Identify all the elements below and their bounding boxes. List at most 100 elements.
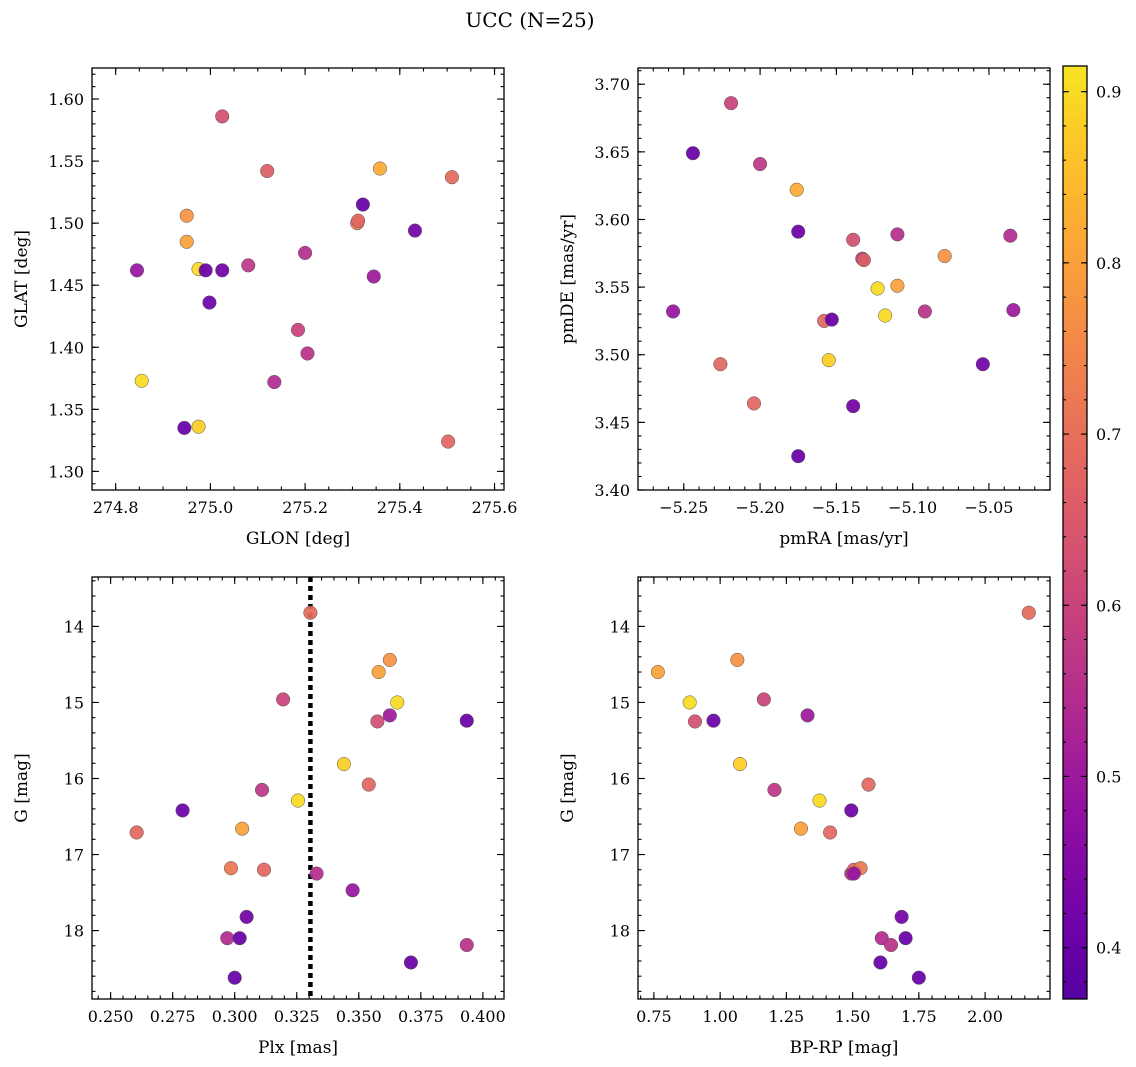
scatter-point xyxy=(753,156,768,172)
scatter-point xyxy=(267,374,282,390)
scatter-point xyxy=(890,278,905,293)
scatter-point xyxy=(345,883,360,898)
y-tick-label: 1.55 xyxy=(48,152,84,171)
y-tick-label: 1.60 xyxy=(48,90,84,109)
scatter-point xyxy=(666,304,681,319)
scatter-point xyxy=(129,825,144,840)
y-tick-label: 15 xyxy=(610,693,630,712)
scatter-point xyxy=(1006,303,1021,318)
y-tick-label: 1.30 xyxy=(48,462,84,481)
x-tick-label: 0.300 xyxy=(212,1007,258,1026)
y-tick-label: 16 xyxy=(64,769,84,788)
y-tick-label: 3.50 xyxy=(594,346,630,365)
plot-frame xyxy=(637,576,1051,1000)
y-tick-label: 3.60 xyxy=(594,210,630,229)
scatter-point xyxy=(361,777,376,792)
scatter-point xyxy=(336,756,351,772)
y-tick-label: 14 xyxy=(610,617,630,636)
x-tick-label: 1.25 xyxy=(769,1007,805,1026)
scatter-point xyxy=(351,213,366,228)
scatter-point xyxy=(215,109,230,124)
scatter-point xyxy=(309,866,324,881)
scatter-point xyxy=(300,346,315,361)
scatter-point xyxy=(241,258,256,273)
colorbar-gradient xyxy=(1063,66,1087,999)
y-axis-label: G [mag] xyxy=(12,753,32,822)
scatter-point xyxy=(713,357,728,372)
scatter-point xyxy=(441,434,456,449)
y-tick-label: 1.40 xyxy=(48,338,84,357)
scatter-point xyxy=(687,714,703,729)
scatter-point xyxy=(227,970,242,985)
scatter-point xyxy=(823,825,838,840)
y-tick-label: 3.45 xyxy=(594,413,630,432)
scatter-point xyxy=(382,708,397,723)
x-tick-label: 275.2 xyxy=(282,498,328,517)
scatter-point xyxy=(239,909,254,924)
scatter-point xyxy=(371,664,386,680)
y-tick-label: 3.65 xyxy=(594,143,630,162)
x-tick-label: 275.4 xyxy=(377,498,423,517)
scatter-point xyxy=(746,396,762,411)
figure-title: UCC (N=25) xyxy=(465,8,594,32)
y-tick-label: 1.45 xyxy=(48,276,84,295)
plot-frame xyxy=(91,576,505,1000)
scatter-point xyxy=(390,695,405,710)
y-tick-label: 3.55 xyxy=(594,278,630,297)
y-tick-label: 18 xyxy=(610,922,630,941)
scatter-point xyxy=(791,224,806,239)
scatter-point xyxy=(870,281,885,296)
x-tick-label: 1.75 xyxy=(901,1007,937,1026)
scatter-point xyxy=(856,253,871,268)
scatter-point xyxy=(730,652,745,667)
scatter-point xyxy=(177,420,192,435)
scatter-point xyxy=(202,295,217,310)
scatter-point xyxy=(789,182,804,197)
x-tick-label: −5.25 xyxy=(659,498,708,517)
scatter-point xyxy=(844,803,859,818)
scatter-point xyxy=(370,714,385,729)
panel-pmra-pmde: −5.25 −5.20 −5.15 −5.10 −5.05 3.40 3.45 3.50 3.5… xyxy=(558,67,1051,549)
scatter-point xyxy=(800,708,815,723)
scatter-point xyxy=(650,664,665,680)
scatter-point xyxy=(846,399,861,414)
colorbar-tick-label: 0.6 xyxy=(1096,596,1121,615)
scatter-point xyxy=(821,353,836,368)
y-tick-label: 14 xyxy=(64,617,84,636)
panel-plx-g: 0.250 0.275 0.300 0.325 0.350 0.375 0.400 14 15 1… xyxy=(12,576,506,1058)
y-tick-label: 3.40 xyxy=(594,481,630,500)
colorbar-tick-label: 0.5 xyxy=(1096,767,1121,786)
scatter-point xyxy=(215,263,230,278)
plot-frame xyxy=(91,67,505,491)
scatter-point xyxy=(459,937,474,953)
x-tick-label: 0.400 xyxy=(460,1007,506,1026)
colorbar-tick-label: 0.9 xyxy=(1096,83,1121,102)
scatter-point xyxy=(290,793,306,808)
x-tick-label: 0.325 xyxy=(274,1007,320,1026)
scatter-point xyxy=(911,970,926,985)
scatter-point xyxy=(220,931,235,946)
scatter-point xyxy=(303,605,318,620)
panel-bprp-g: 0.75 1.00 1.25 1.50 1.75 2.00 14 15 16 17 18 BP-RP … xyxy=(558,576,1051,1058)
scatter-point xyxy=(260,163,275,179)
y-tick-label: 1.35 xyxy=(48,400,84,419)
scatter-point xyxy=(883,937,899,953)
x-tick-label: 274.8 xyxy=(93,498,139,517)
scatter-point xyxy=(179,208,194,223)
x-tick-label: 0.375 xyxy=(398,1007,444,1026)
x-tick-label: 0.75 xyxy=(636,1007,672,1026)
y-tick-label: 17 xyxy=(610,846,630,865)
scatter-point xyxy=(898,931,913,946)
x-axis-label: BP-RP [mag] xyxy=(790,1038,899,1058)
scatter-point xyxy=(355,197,370,212)
y-tick-label: 3.70 xyxy=(594,75,630,94)
y-axis-label: pmDE [mas/yr] xyxy=(558,214,578,344)
x-tick-label: 1.00 xyxy=(702,1007,738,1026)
scatter-point xyxy=(873,955,888,970)
x-axis-label: pmRA [mas/yr] xyxy=(779,529,908,549)
scatter-point xyxy=(276,692,291,707)
scatter-point xyxy=(878,308,893,323)
scatter-point xyxy=(175,803,190,818)
x-tick-label: 0.275 xyxy=(150,1007,196,1026)
scatter-point xyxy=(1003,228,1018,243)
